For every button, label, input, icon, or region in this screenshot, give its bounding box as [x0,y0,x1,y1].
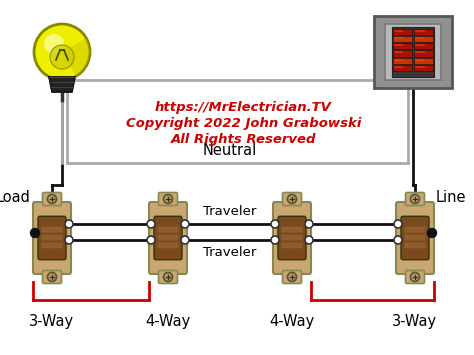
Circle shape [50,45,74,69]
Bar [416,51,425,54]
Bar [393,29,411,36]
Bar [385,24,441,80]
FancyBboxPatch shape [158,271,177,284]
Bar [414,65,433,71]
Circle shape [164,273,173,282]
FancyBboxPatch shape [405,192,425,206]
Circle shape [410,273,419,282]
FancyBboxPatch shape [157,226,179,233]
Bar [416,66,425,67]
Circle shape [288,195,297,203]
FancyBboxPatch shape [158,192,177,206]
Bar [416,59,425,61]
Text: 3-Way: 3-Way [392,314,438,329]
FancyBboxPatch shape [404,226,426,233]
Bar [414,50,433,56]
FancyBboxPatch shape [404,235,426,240]
Bar [394,44,403,47]
Circle shape [394,236,402,244]
Bar [414,36,433,42]
Circle shape [34,24,90,80]
Text: Neutral: Neutral [203,143,257,158]
Circle shape [181,236,189,244]
Bar [394,59,403,61]
Text: 4-Way: 4-Way [269,314,315,329]
Bar [416,44,425,47]
Bar [393,36,411,42]
Circle shape [47,195,56,203]
Wedge shape [62,38,90,76]
FancyBboxPatch shape [401,216,429,260]
Circle shape [428,229,437,237]
FancyBboxPatch shape [405,271,425,284]
Bar [393,50,411,56]
Bar [414,58,433,64]
Circle shape [30,229,39,237]
Circle shape [394,220,402,228]
FancyBboxPatch shape [42,242,63,248]
FancyBboxPatch shape [38,216,66,260]
Circle shape [271,220,279,228]
Bar [394,66,403,67]
Circle shape [305,220,313,228]
FancyBboxPatch shape [273,202,311,274]
FancyBboxPatch shape [404,242,426,248]
Bar [414,43,433,49]
Circle shape [47,273,56,282]
Text: 3-Way: 3-Way [29,314,74,329]
FancyBboxPatch shape [282,235,302,240]
Bar [394,37,403,39]
Circle shape [164,195,173,203]
FancyBboxPatch shape [42,226,63,233]
FancyBboxPatch shape [283,271,301,284]
Circle shape [147,236,155,244]
FancyBboxPatch shape [278,216,306,260]
FancyBboxPatch shape [282,242,302,248]
Bar [416,30,425,32]
Circle shape [65,236,73,244]
FancyBboxPatch shape [283,192,301,206]
Circle shape [288,273,297,282]
FancyBboxPatch shape [33,202,71,274]
FancyBboxPatch shape [43,192,62,206]
Text: 4-Way: 4-Way [146,314,191,329]
Text: Load: Load [0,190,31,205]
Bar [394,30,403,32]
Bar [392,27,434,77]
Circle shape [410,195,419,203]
FancyBboxPatch shape [396,202,434,274]
Circle shape [271,236,279,244]
Polygon shape [49,77,75,92]
Text: https://MrElectrician.TV: https://MrElectrician.TV [155,102,332,115]
FancyBboxPatch shape [282,226,302,233]
Text: Line: Line [436,190,466,205]
FancyBboxPatch shape [43,271,62,284]
Circle shape [181,220,189,228]
Text: All Rights Reserved: All Rights Reserved [171,133,316,147]
Circle shape [44,34,64,54]
Bar [374,16,452,88]
FancyBboxPatch shape [154,216,182,260]
Bar [416,37,425,39]
FancyBboxPatch shape [157,235,179,240]
Text: Traveler: Traveler [203,205,257,218]
FancyBboxPatch shape [42,235,63,240]
Circle shape [65,220,73,228]
Text: Traveler: Traveler [203,246,257,259]
Text: Copyright 2022 John Grabowski: Copyright 2022 John Grabowski [126,118,361,131]
FancyBboxPatch shape [157,242,179,248]
Circle shape [305,236,313,244]
Circle shape [147,220,155,228]
Bar [414,29,433,36]
Bar [393,58,411,64]
Bar [394,51,403,54]
Bar [393,65,411,71]
FancyBboxPatch shape [149,202,187,274]
Bar [393,43,411,49]
